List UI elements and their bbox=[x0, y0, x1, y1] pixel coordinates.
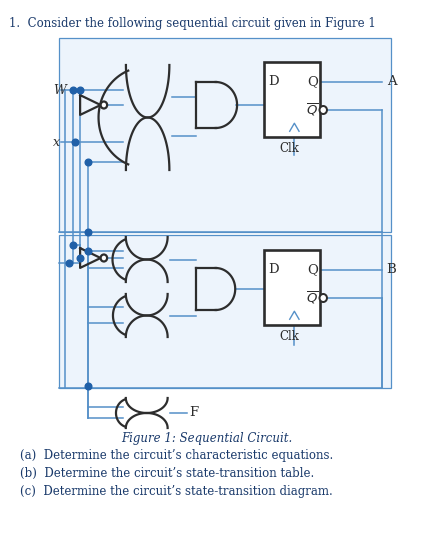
Text: Q: Q bbox=[307, 263, 318, 276]
Text: A: A bbox=[387, 75, 396, 88]
Text: 1.  Consider the following sequential circuit given in Figure 1: 1. Consider the following sequential cir… bbox=[9, 17, 376, 30]
Text: Clk: Clk bbox=[280, 330, 300, 343]
Text: F: F bbox=[189, 407, 198, 420]
Text: $\overline{Q}$: $\overline{Q}$ bbox=[305, 290, 318, 306]
Bar bbox=[59, 235, 391, 388]
Circle shape bbox=[320, 106, 327, 114]
Text: W: W bbox=[53, 83, 66, 96]
Bar bbox=[264, 62, 320, 137]
Bar bbox=[264, 250, 320, 325]
Bar bbox=[59, 38, 391, 232]
Text: (a)  Determine the circuit’s characteristic equations.: (a) Determine the circuit’s characterist… bbox=[20, 449, 334, 462]
Circle shape bbox=[320, 294, 327, 302]
Text: Q: Q bbox=[307, 75, 318, 88]
Text: D: D bbox=[268, 263, 279, 276]
Text: x: x bbox=[53, 136, 60, 148]
Text: Clk: Clk bbox=[280, 143, 300, 155]
Text: B: B bbox=[387, 263, 396, 276]
Circle shape bbox=[101, 102, 107, 109]
Text: D: D bbox=[268, 75, 279, 88]
Text: (c)  Determine the circuit’s state-transition diagram.: (c) Determine the circuit’s state-transi… bbox=[20, 485, 333, 498]
Text: (b)  Determine the circuit’s state-transition table.: (b) Determine the circuit’s state-transi… bbox=[20, 467, 315, 480]
Text: Figure 1: Sequential Circuit.: Figure 1: Sequential Circuit. bbox=[121, 432, 293, 445]
Text: $\overline{Q}$: $\overline{Q}$ bbox=[305, 102, 318, 118]
Circle shape bbox=[101, 254, 107, 261]
